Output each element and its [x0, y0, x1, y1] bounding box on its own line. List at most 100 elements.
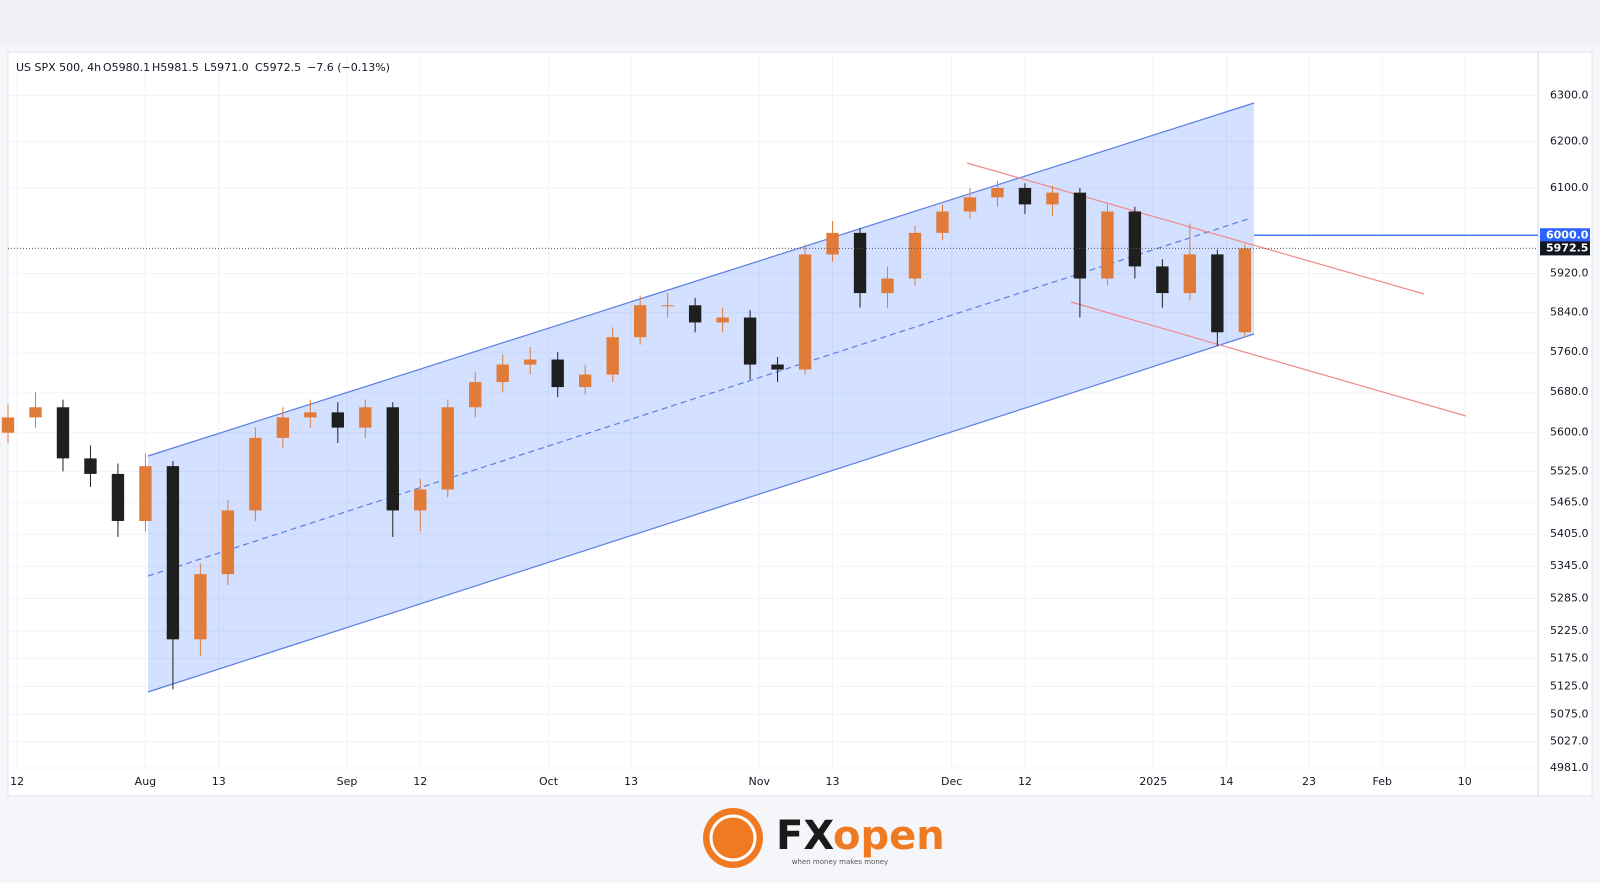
channel-fill: [148, 103, 1254, 692]
candle-body: [881, 278, 894, 294]
candle-body: [1101, 211, 1114, 279]
candle-body: [56, 407, 70, 459]
x-tick-label: 10: [1458, 775, 1472, 788]
candle-body: [551, 359, 564, 388]
top-band: [0, 0, 1600, 45]
candle-body: [166, 466, 180, 640]
x-tick-label: 12: [10, 775, 24, 788]
candle-body: [386, 407, 399, 511]
header-low: L5971.0: [204, 61, 249, 74]
x-tick-label: Sep: [337, 775, 358, 788]
candle-body: [579, 374, 592, 388]
candle-body: [633, 305, 647, 338]
candle-body: [221, 510, 235, 575]
logo-open: open: [833, 813, 945, 859]
candle-body: [441, 407, 454, 490]
candle-body: [1211, 254, 1224, 333]
candle-body: [1, 417, 15, 433]
logo-tagline: when money makes money: [792, 858, 888, 866]
y-tick-label: 5465.0: [1550, 496, 1589, 509]
x-tick-label: 13: [212, 775, 226, 788]
candle-body: [139, 466, 152, 521]
y-tick-label: 5840.0: [1550, 306, 1589, 319]
grid: [8, 52, 1538, 769]
x-tick-label: Nov: [749, 775, 771, 788]
candle-body: [661, 305, 674, 307]
candle-body: [414, 489, 427, 511]
candle-body: [1128, 211, 1142, 267]
last-price-tag: [1540, 241, 1590, 256]
header-close: C5972.5: [255, 61, 301, 74]
header-change: −7.6 (−0.13%): [307, 61, 390, 74]
header-open: O5980.1: [103, 61, 150, 74]
level-tag: [1540, 228, 1590, 243]
candle-body: [1156, 266, 1169, 294]
y-tick-label: 5285.0: [1550, 591, 1589, 604]
logo-fx: FX: [776, 813, 834, 859]
candle-body: [111, 473, 125, 521]
candle-body: [194, 574, 207, 640]
header-symbol: US SPX 500, 4h: [16, 61, 101, 74]
candle-body: [1238, 248, 1252, 333]
chart-panel: [7, 51, 1593, 797]
last-price-label: 5972.5: [1546, 241, 1588, 254]
candle-body: [496, 364, 509, 383]
x-tick-label: Aug: [135, 775, 156, 788]
y-tick-label: 5405.0: [1550, 527, 1589, 540]
x-tick-label: Dec: [941, 775, 962, 788]
logo-emblem-ring: [709, 814, 757, 862]
y-tick-label: 6300.0: [1550, 89, 1589, 102]
y-tick-label: 5225.0: [1550, 624, 1589, 637]
candle-body: [331, 412, 345, 428]
red-trend-upper: [966, 162, 1425, 295]
candle-body: [469, 382, 482, 408]
y-tick-label: 5920.0: [1550, 267, 1589, 280]
y-tick-label: 5345.0: [1550, 559, 1589, 572]
y-tick-label: 5125.0: [1550, 679, 1589, 692]
candle-body: [1183, 254, 1197, 294]
channel-upper: [147, 102, 1255, 457]
channel-mid: [147, 218, 1249, 577]
y-tick-label: 5760.0: [1550, 345, 1589, 358]
y-tick-label: 5680.0: [1550, 385, 1589, 398]
candle-body: [84, 458, 97, 474]
candle-body: [1073, 192, 1087, 279]
candles: [1, 180, 1252, 690]
x-tick-label: 12: [1018, 775, 1032, 788]
x-tick-label: Oct: [539, 775, 559, 788]
y-tick-label: 6200.0: [1550, 134, 1589, 147]
candle-body: [798, 254, 812, 370]
candle-body: [908, 232, 922, 279]
y-tick-label: 6100.0: [1550, 181, 1589, 194]
y-tick-label: 5175.0: [1550, 652, 1589, 665]
candle-body: [991, 187, 1004, 198]
header-high: H5981.5: [152, 61, 199, 74]
candle-body: [29, 407, 42, 418]
y-tick-label: 5027.0: [1550, 735, 1589, 748]
candle-body: [304, 412, 317, 418]
candle-body: [936, 211, 949, 233]
candle-body: [359, 407, 372, 428]
x-tick-label: 12: [413, 775, 427, 788]
candle-body: [276, 417, 290, 438]
level-tag-label: 6000.0: [1546, 228, 1589, 241]
logo: FX open when money makes money: [703, 808, 945, 868]
channel-lower: [147, 333, 1255, 693]
candle-body: [606, 337, 619, 375]
candle-body: [963, 197, 977, 212]
candle-body: [743, 317, 757, 365]
x-tick-label: Feb: [1373, 775, 1392, 788]
y-tick-label: 5525.0: [1550, 464, 1589, 477]
y-tick-label: 5075.0: [1550, 707, 1589, 720]
candle-body: [524, 359, 537, 365]
candle-body: [716, 317, 729, 323]
candle-body: [826, 232, 839, 255]
red-trend-lower: [1070, 301, 1467, 417]
x-tick-label: 14: [1220, 775, 1234, 788]
x-tick-label: 13: [624, 775, 638, 788]
candle-body: [853, 232, 867, 294]
x-tick-label: 13: [826, 775, 840, 788]
